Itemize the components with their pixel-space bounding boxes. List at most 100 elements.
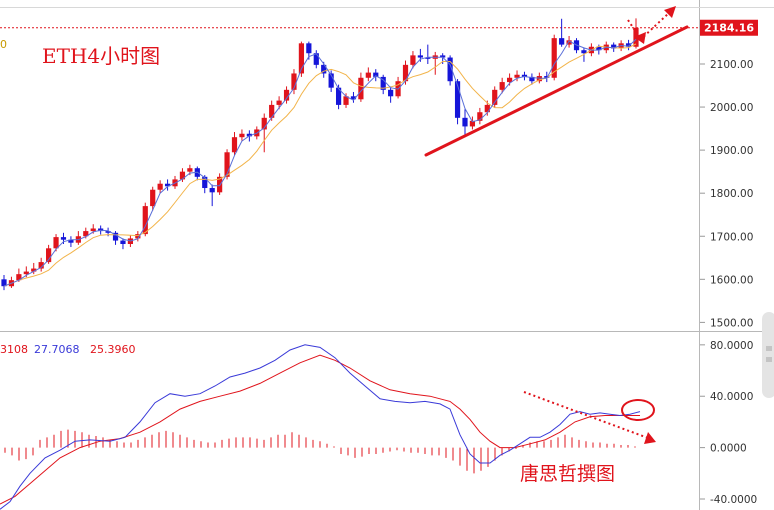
candle bbox=[164, 179, 171, 191]
candle bbox=[1, 275, 7, 291]
candle-body bbox=[209, 188, 215, 193]
breakout-arrow-head bbox=[664, 6, 676, 18]
candle-body bbox=[187, 168, 193, 172]
candle-body bbox=[217, 176, 223, 193]
candle-body bbox=[53, 237, 59, 249]
macd-dea-line bbox=[0, 354, 640, 505]
candle-body bbox=[276, 100, 282, 105]
candle-body bbox=[410, 55, 416, 65]
macd-legend-value-2: 27.7068 bbox=[34, 343, 80, 356]
price-y-axis: 2100.00 2000.00 1900.00 1800.00 1700.00 1600.… bbox=[700, 59, 753, 329]
candle-body bbox=[135, 234, 141, 239]
candle-body bbox=[492, 89, 498, 105]
candle-body bbox=[365, 72, 371, 78]
candle-body bbox=[83, 231, 89, 237]
price-axis-label: 1800.00 bbox=[710, 188, 753, 200]
candle bbox=[432, 51, 438, 75]
candle bbox=[358, 72, 364, 102]
candle bbox=[440, 53, 446, 64]
candle bbox=[150, 186, 156, 211]
candle bbox=[559, 18, 565, 47]
candle-body bbox=[350, 96, 357, 100]
candle-body bbox=[566, 40, 572, 45]
candle-body bbox=[38, 262, 44, 269]
candle bbox=[217, 173, 223, 195]
macd-legend-value-1: 3108 bbox=[0, 343, 28, 356]
left-edge-value-label: 0 bbox=[0, 38, 7, 51]
candle-body bbox=[477, 112, 483, 121]
macd-y-axis: 80.0000 40.0000 0.0000 -40.0000 bbox=[700, 340, 757, 506]
candle bbox=[551, 34, 557, 81]
candle-body bbox=[60, 237, 67, 240]
candle-body bbox=[46, 248, 52, 263]
macd-histogram bbox=[4, 429, 636, 474]
last-price-label: 2184.16 bbox=[704, 22, 754, 35]
candle bbox=[388, 86, 394, 103]
ma-fast-line bbox=[3, 38, 637, 287]
candle-body bbox=[321, 64, 327, 74]
candle bbox=[499, 77, 505, 94]
candle-body bbox=[202, 176, 208, 189]
candle-body bbox=[440, 55, 446, 58]
candle bbox=[142, 202, 148, 237]
scroll-handle[interactable] bbox=[762, 312, 774, 398]
candle-body bbox=[164, 183, 171, 187]
candle-body bbox=[335, 87, 342, 105]
candle bbox=[410, 51, 416, 69]
candle-body bbox=[120, 240, 126, 245]
candle bbox=[283, 86, 290, 104]
candle bbox=[179, 168, 186, 182]
candle bbox=[328, 70, 334, 92]
divergence-arrow-head bbox=[644, 432, 656, 444]
candle bbox=[343, 93, 349, 108]
candle bbox=[46, 244, 52, 264]
candle-body bbox=[105, 231, 111, 233]
candle-body bbox=[291, 73, 297, 90]
author-watermark: 唐思哲撰图 bbox=[520, 463, 615, 485]
candle-body bbox=[313, 53, 319, 65]
candle-body bbox=[529, 76, 535, 82]
price-axis-label: 1700.00 bbox=[710, 231, 753, 243]
candle-body bbox=[507, 77, 513, 83]
candle-body bbox=[16, 274, 22, 281]
candle bbox=[625, 39, 632, 51]
candle-body bbox=[388, 89, 394, 97]
candle-body bbox=[425, 57, 431, 59]
pullback-arrow-dotted-line bbox=[627, 19, 641, 39]
candle-body bbox=[551, 38, 557, 78]
candle-body bbox=[246, 133, 252, 137]
macd-axis-label: 40.0000 bbox=[710, 391, 753, 403]
candle-body bbox=[596, 46, 602, 51]
trend-annotations bbox=[424, 6, 689, 157]
candle bbox=[514, 70, 520, 82]
ma-slow-line bbox=[3, 43, 637, 287]
scroll-handle-grip-top bbox=[766, 346, 772, 351]
candle-body bbox=[150, 189, 156, 207]
price-axis-label: 1500.00 bbox=[710, 317, 753, 329]
chart-title: ETH4小时图 bbox=[42, 44, 160, 68]
candle-body bbox=[298, 43, 305, 74]
pullback-arrow-head bbox=[634, 32, 646, 44]
candle-body bbox=[402, 64, 409, 82]
candle-body bbox=[179, 171, 186, 180]
macd-panel: 80.0000 40.0000 0.0000 -40.0000 3108 27.706… bbox=[0, 340, 757, 510]
macd-dif-line bbox=[0, 344, 641, 510]
candle-body bbox=[1, 279, 7, 287]
candle bbox=[298, 41, 305, 77]
candle-body bbox=[269, 104, 275, 118]
candle-body bbox=[559, 38, 565, 45]
candle-body bbox=[373, 72, 379, 77]
candle bbox=[492, 86, 498, 108]
candle-body bbox=[261, 117, 267, 130]
candle bbox=[31, 262, 37, 275]
candle bbox=[68, 236, 74, 248]
candle-body bbox=[306, 43, 312, 54]
candle-body bbox=[157, 183, 163, 190]
candle bbox=[462, 109, 468, 138]
macd-annotations bbox=[523, 391, 656, 444]
candle bbox=[365, 67, 371, 82]
candle-body bbox=[142, 206, 148, 235]
candle bbox=[231, 132, 238, 156]
